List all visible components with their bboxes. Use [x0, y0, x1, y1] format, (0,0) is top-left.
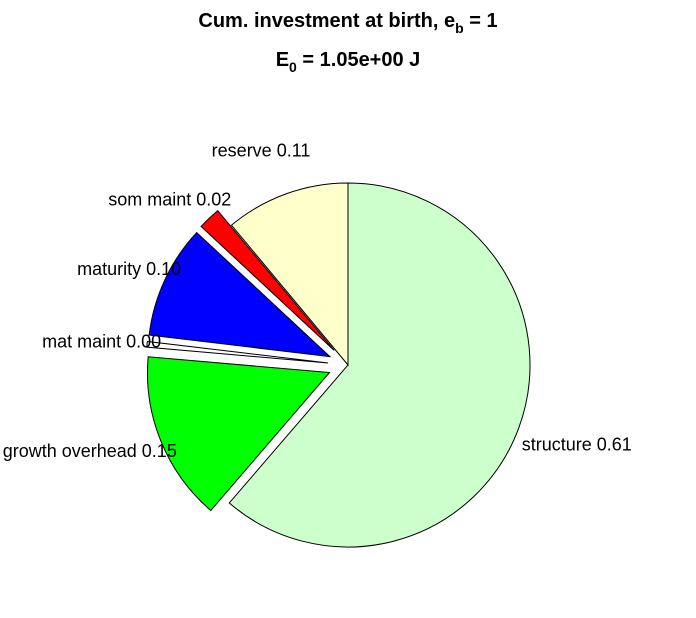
chart-subtitle: E0 = 1.05e+00 J	[276, 49, 421, 75]
pie-label-0: structure 0.61	[522, 434, 632, 454]
pie-label-1: growth overhead 0.15	[3, 441, 177, 461]
chart-title: Cum. investment at birth, eb = 1	[198, 10, 497, 36]
pie-slice-2	[146, 340, 329, 364]
pie-slice-4	[200, 209, 335, 351]
pie-labels: structure 0.61 growth overhead 0.15 mat ma…	[3, 141, 632, 461]
pie-slice-3	[148, 231, 332, 358]
pie-slice-5	[230, 182, 349, 367]
pie-label-2: mat maint 0.00	[42, 332, 161, 352]
pie-label-3: maturity 0.10	[77, 259, 181, 279]
pie-slices	[146, 182, 531, 548]
pie-label-5: reserve 0.11	[212, 141, 311, 161]
pie-label-4: som maint 0.02	[108, 189, 231, 209]
pie-slice-0	[228, 182, 531, 548]
pie-slice-1	[147, 356, 331, 512]
